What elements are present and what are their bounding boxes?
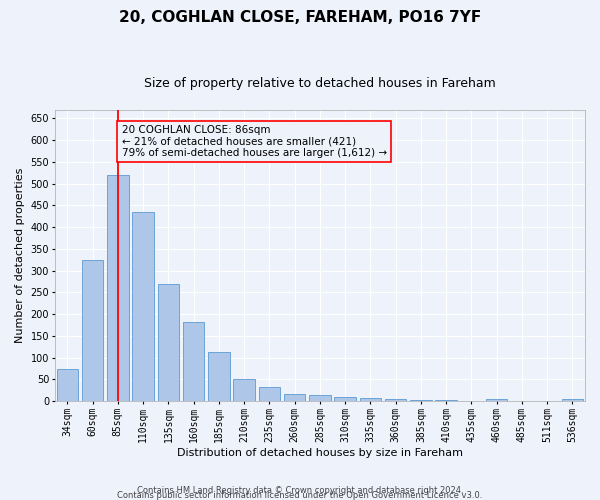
Bar [158,284,179,401]
Bar [107,175,128,401]
Bar [133,212,154,401]
Bar [562,400,583,401]
Text: 20, COGHLAN CLOSE, FAREHAM, PO16 7YF: 20, COGHLAN CLOSE, FAREHAM, PO16 7YF [119,10,481,25]
Bar [208,352,230,401]
Bar [183,322,205,401]
Y-axis label: Number of detached properties: Number of detached properties [15,168,25,343]
Bar [486,399,508,401]
Bar [410,400,431,401]
Bar [334,397,356,401]
Bar [385,399,406,401]
Bar [82,260,103,401]
Bar [284,394,305,401]
X-axis label: Distribution of detached houses by size in Fareham: Distribution of detached houses by size … [177,448,463,458]
Title: Size of property relative to detached houses in Fareham: Size of property relative to detached ho… [144,78,496,90]
Text: 20 COGHLAN CLOSE: 86sqm
← 21% of detached houses are smaller (421)
79% of semi-d: 20 COGHLAN CLOSE: 86sqm ← 21% of detache… [122,125,387,158]
Bar [259,387,280,401]
Text: Contains public sector information licensed under the Open Government Licence v3: Contains public sector information licen… [118,490,482,500]
Bar [56,368,78,401]
Bar [436,400,457,401]
Bar [309,395,331,401]
Text: Contains HM Land Registry data © Crown copyright and database right 2024.: Contains HM Land Registry data © Crown c… [137,486,463,495]
Bar [233,380,255,401]
Bar [359,398,381,401]
